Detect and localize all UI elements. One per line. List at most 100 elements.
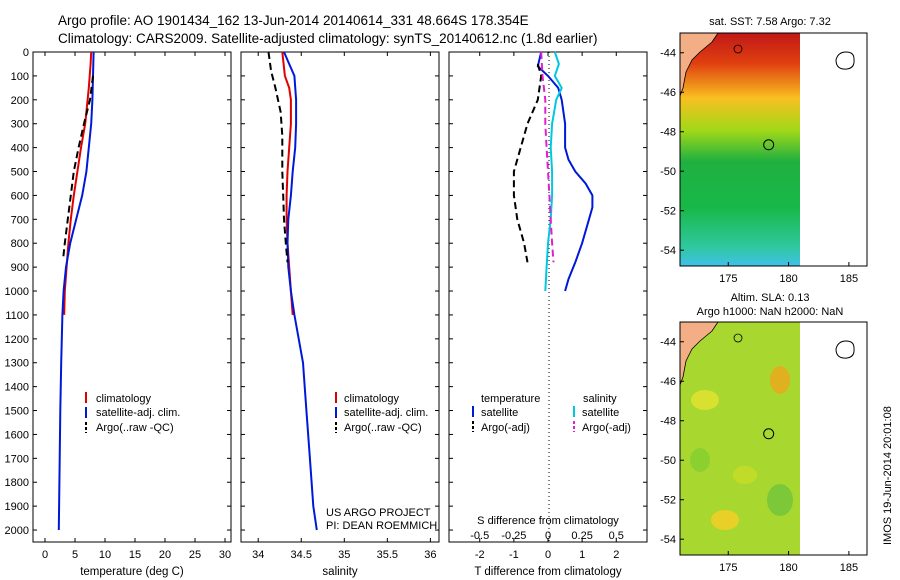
map-x-tick-label: 180 (779, 273, 797, 285)
y-tick-label: 1100 (5, 310, 29, 322)
temperature-axis-ticks: 0 5 10 15 20 25 30 (42, 52, 231, 561)
series-line-satellite-adj-clim- (57, 51, 95, 531)
x-tick-label: 2 (613, 549, 619, 561)
map-y-tick-label: -54 (660, 245, 676, 257)
map-y-tick-label: -54 (660, 534, 676, 546)
coastline (679, 32, 719, 97)
sst-field (680, 33, 800, 266)
pi-annotation: PI: DEAN ROEMMICH (326, 520, 437, 532)
new-zealand-land (680, 33, 718, 96)
sla-field (680, 322, 800, 555)
salinity-legend: climatology satellite-adj. clim. Argo(..… (335, 392, 428, 434)
sla-map-panel: Altim. SLA: 0.13 Argo h1000: NaN h2000: … (660, 292, 868, 574)
y-tick-label: 300 (11, 119, 29, 131)
x-tick-label: 1 (579, 549, 585, 561)
sla-anomaly-patch (711, 510, 739, 530)
sla-map-ticks: 175 180 185 -44 -46 -48 -50 -52 -54 (660, 337, 858, 574)
y-tick-label: 1600 (5, 429, 29, 441)
legend-label-climatology: climatology (344, 393, 400, 405)
y-tick-label: 500 (11, 167, 29, 179)
map-y-tick-label: -50 (660, 455, 676, 467)
sla-map-title-1: Altim. SLA: 0.13 (731, 292, 810, 304)
chatham-islands (835, 51, 855, 70)
map-y-tick-label: -44 (660, 48, 676, 60)
map-y-tick-label: -52 (660, 206, 676, 218)
x-tick-label: 36 (424, 549, 436, 561)
temperature-series (57, 51, 95, 531)
legend-label-satellite: satellite-adj. clim. (96, 407, 180, 419)
title-line-1: Argo profile: AO 1901434_162 13-Jun-2014… (58, 13, 529, 28)
salinity-axes-frame (240, 51, 440, 543)
y-tick-label: 200 (11, 95, 29, 107)
y-tick-label: 1300 (5, 358, 29, 370)
x-tick-label: 30 (219, 549, 231, 561)
x-tick-label: 35.5 (377, 549, 398, 561)
difference-axis-ticks: -2 -1 0 1 2 (475, 52, 619, 561)
sla-map-frame (679, 321, 868, 556)
x-tick-label: 15 (129, 549, 141, 561)
sst-map-ticks: 175 180 185 -44 -46 -48 -50 -52 -54 (660, 48, 858, 285)
island-marker (733, 333, 743, 343)
sla-anomaly-patch (691, 390, 719, 410)
series-line-argo-raw-qc- (267, 51, 289, 263)
y-tick-label: 100 (11, 71, 29, 83)
s-diff-tick-label: 0 (545, 530, 551, 542)
t-difference-xlabel: T difference from climatology (474, 566, 621, 578)
series-line-satellite (536, 51, 594, 292)
legend-label-t-satellite: satellite (481, 407, 518, 419)
y-tick-label: 700 (11, 214, 29, 226)
difference-axes-frame (448, 51, 648, 543)
sst-map-panel: sat. SST: 7.58 Argo: 7.32 175 180 185 -44 -4… (660, 16, 868, 285)
difference-legend: temperature salinity satellite Argo(-adj… (472, 393, 631, 434)
y-tick-label: 1500 (5, 406, 29, 418)
y-tick-label: 2000 (5, 525, 29, 537)
y-tick-label: 1400 (5, 382, 29, 394)
legend-header-temperature: temperature (481, 393, 540, 405)
argo-position-marker (763, 139, 775, 151)
x-tick-label: 20 (159, 549, 171, 561)
salinity-xlabel: salinity (322, 566, 357, 578)
map-y-tick-label: -50 (660, 166, 676, 178)
y-tick-label: 900 (11, 262, 29, 274)
temperature-legend: climatology satellite-adj. clim. Argo(..… (85, 392, 180, 434)
temperature-xlabel: temperature (deg C) (80, 566, 184, 578)
s-diff-tick-label: -0.25 (501, 530, 526, 542)
map-y-tick-label: -48 (660, 127, 676, 139)
legend-label-s-argo: Argo(-adj) (582, 422, 631, 434)
difference-depth-ticks (449, 51, 647, 531)
imos-timestamp: IMOS 19-Jun-2014 20:01:08 (882, 406, 894, 545)
x-tick-label: 34.5 (291, 549, 312, 561)
s-diff-tick-label: -0.5 (470, 530, 489, 542)
salinity-series (267, 51, 318, 531)
x-tick-label: -2 (475, 549, 485, 561)
y-tick-label: 1900 (5, 501, 29, 513)
map-y-tick-label: -52 (660, 495, 676, 507)
y-tick-label: 0 (23, 47, 29, 59)
series-line-argo-adj- (512, 63, 543, 263)
s-diff-tick-label: 0.25 (571, 530, 592, 542)
y-tick-label: 1200 (5, 334, 29, 346)
salinity-difference-ticks: -0.5 -0.25 0 0.25 0.5 (470, 530, 624, 542)
map-x-tick-label: 185 (840, 273, 858, 285)
map-x-tick-label: 180 (779, 562, 797, 574)
map-y-tick-label: -44 (660, 337, 676, 349)
temperature-axes-frame (32, 51, 232, 543)
map-x-tick-label: 185 (840, 562, 858, 574)
y-tick-label: 800 (11, 238, 29, 250)
series-line-argo-adj- (540, 51, 555, 263)
difference-panel: -2 -1 0 1 2 T difference from climatology S … (448, 51, 648, 578)
x-tick-label: 0 (545, 549, 551, 561)
sst-map-frame (679, 32, 868, 267)
difference-series (512, 51, 594, 292)
y-tick-label: 1000 (5, 286, 29, 298)
salinity-depth-ticks (241, 51, 439, 531)
x-tick-label: 5 (72, 549, 78, 561)
x-tick-label: 35 (338, 549, 350, 561)
legend-label-argo: Argo(..raw -QC) (344, 422, 422, 434)
x-tick-label: 10 (99, 549, 111, 561)
s-diff-tick-label: 0.5 (609, 530, 624, 542)
x-tick-label: 34 (252, 549, 264, 561)
series-line-climatology (63, 51, 93, 315)
y-tick-label: 400 (11, 143, 29, 155)
sst-map-title: sat. SST: 7.58 Argo: 7.32 (709, 16, 831, 28)
